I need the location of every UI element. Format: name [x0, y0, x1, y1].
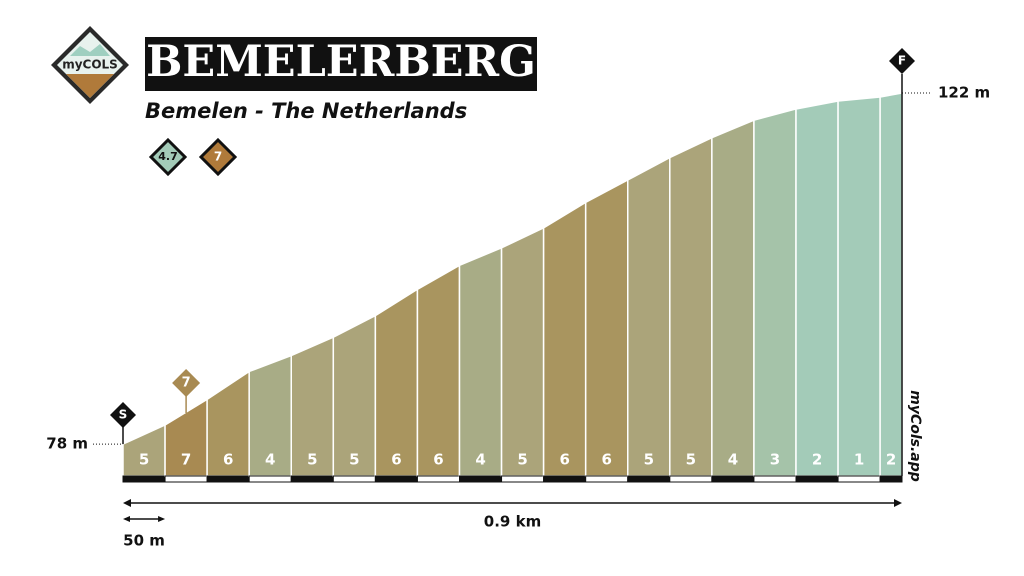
scale-label: 50 m — [123, 532, 165, 550]
scale-block — [290, 475, 334, 483]
arrow — [894, 499, 902, 507]
title: BEMELERBERG — [146, 37, 536, 87]
scale-block — [459, 475, 503, 483]
logo-text: myCOLS — [62, 58, 118, 72]
arrow — [158, 516, 166, 522]
segment — [711, 119, 755, 477]
scale-block — [122, 475, 166, 483]
segment — [542, 200, 587, 477]
finish-marker-bg — [889, 48, 915, 74]
gradient-label: 6 — [602, 451, 612, 469]
scale-block — [669, 475, 713, 483]
gradient-label: 7 — [181, 451, 191, 469]
gradient-label: 6 — [433, 451, 443, 469]
gradient-label: 5 — [349, 451, 359, 469]
scale-block — [501, 475, 545, 483]
end-elevation: 122 m — [938, 84, 990, 102]
watermark: myCols.app — [907, 390, 923, 482]
avg-gradient: 4.7 — [158, 150, 178, 163]
plot: 5 7 6 4 5 5 6 6 4 5 6 6 5 5 4 3 2 1 2 S F 78 m 122 m 7 0.9 km 50 … — [46, 48, 990, 550]
scale-block — [248, 475, 292, 483]
max-marker-bg — [172, 369, 201, 397]
gradient-label: 3 — [770, 451, 780, 469]
scale-block — [164, 475, 208, 483]
gradient-label: 5 — [139, 451, 149, 469]
segment — [458, 246, 503, 477]
gradient-label: 6 — [223, 451, 233, 469]
subtitle: Bemelen - The Netherlands — [145, 99, 467, 123]
scale-block — [753, 475, 797, 483]
title-box — [145, 37, 537, 91]
logo: myCOLS — [51, 26, 129, 104]
segment — [374, 287, 419, 477]
gradient-label: 5 — [517, 451, 527, 469]
gradient-label: 6 — [391, 451, 401, 469]
gradient-label: 2 — [812, 451, 822, 469]
scale-block — [711, 475, 755, 483]
scale-block — [585, 475, 629, 483]
start-elevation: 78 m — [46, 435, 88, 453]
scale-block — [416, 475, 461, 483]
max-gradient: 7 — [214, 150, 222, 164]
arrow — [123, 516, 130, 522]
segment — [669, 136, 713, 477]
arrow — [123, 499, 131, 507]
segment — [584, 178, 629, 477]
gradient-label: 4 — [265, 451, 275, 469]
max-marker: 7 — [182, 376, 191, 391]
distance-label: 0.9 km — [484, 513, 541, 531]
gradient-label: 4 — [728, 451, 738, 469]
scale-block — [837, 475, 881, 483]
start-marker-bg — [110, 402, 136, 428]
segment — [500, 226, 545, 477]
scale-block — [374, 475, 418, 483]
segment — [795, 100, 839, 477]
scale-block — [879, 475, 903, 483]
gradient-label: 6 — [559, 451, 569, 469]
scale-block — [627, 475, 671, 483]
gradient-label: 5 — [307, 451, 317, 469]
segment — [627, 156, 671, 477]
scale-block — [543, 475, 587, 483]
avg-badge — [148, 137, 188, 177]
segment — [753, 107, 797, 477]
max-badge — [198, 137, 238, 177]
finish-marker: F — [898, 54, 906, 68]
segment — [879, 92, 903, 477]
gradient-label: 1 — [854, 451, 864, 469]
segment — [416, 264, 461, 477]
scale-block — [332, 475, 376, 483]
gradient-label: 5 — [686, 451, 696, 469]
segment — [837, 96, 881, 477]
gradient-label: 5 — [644, 451, 654, 469]
gradient-label: 4 — [475, 451, 485, 469]
start-marker: S — [119, 408, 128, 422]
gradient-label: 2 — [886, 451, 896, 469]
scale-block — [206, 475, 250, 483]
scale-block — [795, 475, 839, 483]
